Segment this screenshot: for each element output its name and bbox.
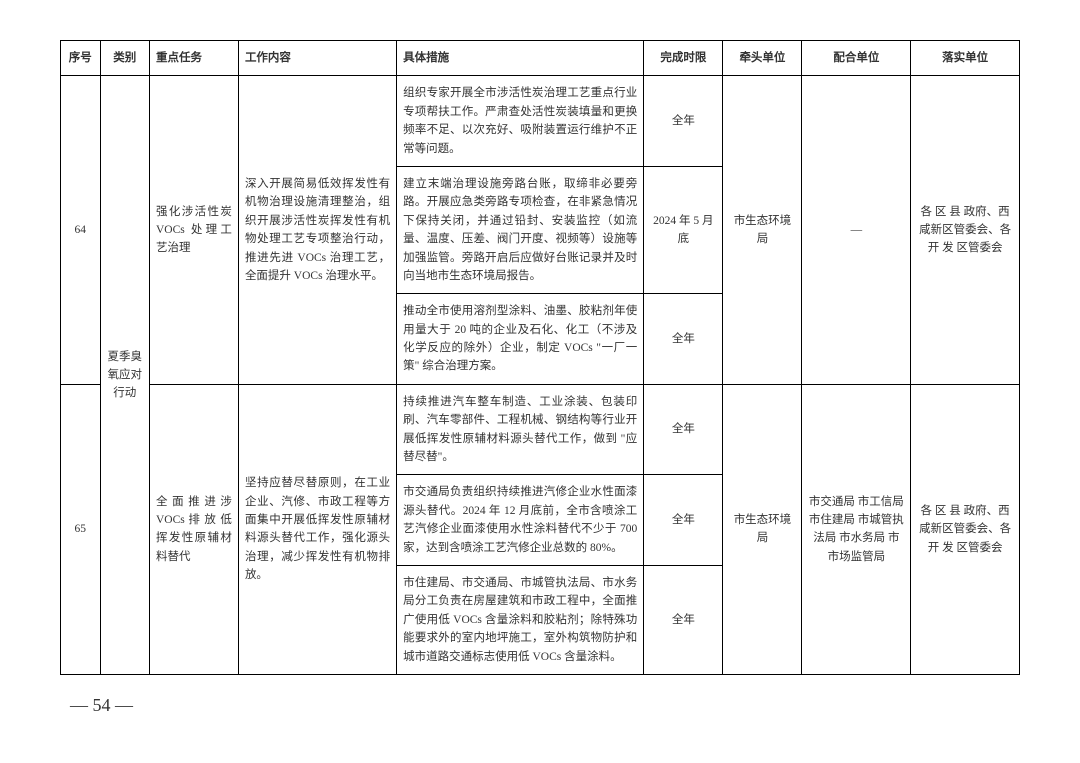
header-time: 完成时限 (644, 41, 723, 76)
time-64-3: 全年 (644, 294, 723, 385)
coop-64: — (802, 76, 911, 384)
measure-65-3: 市住建局、市交通局、市城管执法局、市水务局分工负责在房屋建筑和市政工程中，全面推… (397, 565, 644, 674)
header-seq: 序号 (61, 41, 101, 76)
lead-64: 市生态环境局 (723, 76, 802, 384)
header-lead: 牵头单位 (723, 41, 802, 76)
page-number: — 54 — (60, 695, 1020, 716)
seq-64: 64 (61, 76, 101, 384)
table-row: 64 夏季臭氧应对行动 强化涉活性炭 VOCs 处理工艺治理 深入开展简易低效挥… (61, 76, 1020, 167)
table-row: 65 全 面 推 进 涉 VOCs 排 放 低挥发性原辅材料替代 坚持应替尽替原… (61, 384, 1020, 475)
measure-65-1: 持续推进汽车整车制造、工业涂装、包装印刷、汽车零部件、工程机械、钢结构等行业开展… (397, 384, 644, 475)
content-65: 坚持应替尽替原则，在工业企业、汽修、市政工程等方面集中开展低挥发性原辅材料源头替… (238, 384, 396, 674)
header-measure: 具体措施 (397, 41, 644, 76)
time-64-1: 全年 (644, 76, 723, 167)
impl-65: 各 区 县 政府、西咸新区管委会、各 开 发 区管委会 (911, 384, 1020, 674)
time-65-3: 全年 (644, 565, 723, 674)
page-number-text: — 54 — (70, 695, 133, 716)
coop-65: 市交通局 市工信局 市住建局 市城管执法局 市水务局 市市场监管局 (802, 384, 911, 674)
measure-64-1: 组织专家开展全市涉活性炭治理工艺重点行业专项帮扶工作。严肃查处活性炭装填量和更换… (397, 76, 644, 167)
header-row: 序号 类别 重点任务 工作内容 具体措施 完成时限 牵头单位 配合单位 落实单位 (61, 41, 1020, 76)
header-coop: 配合单位 (802, 41, 911, 76)
task-64: 强化涉活性炭 VOCs 处理工艺治理 (149, 76, 238, 384)
measure-64-2: 建立末端治理设施旁路台账，取缔非必要旁路。开展应急类旁路专项检查，在非紧急情况下… (397, 166, 644, 293)
header-content: 工作内容 (238, 41, 396, 76)
task-65: 全 面 推 进 涉 VOCs 排 放 低挥发性原辅材料替代 (149, 384, 238, 674)
impl-64: 各 区 县 政府、西咸新区管委会、各 开 发 区管委会 (911, 76, 1020, 384)
content-64: 深入开展简易低效挥发性有机物治理设施清理整治，组织开展涉活性炭挥发性有机物处理工… (238, 76, 396, 384)
header-task: 重点任务 (149, 41, 238, 76)
time-65-1: 全年 (644, 384, 723, 475)
header-category: 类别 (100, 41, 149, 76)
seq-65: 65 (61, 384, 101, 674)
time-65-2: 全年 (644, 475, 723, 566)
measure-65-2: 市交通局负责组织持续推进汽修企业水性面漆源头替代。2024 年 12 月底前，全… (397, 475, 644, 566)
header-impl: 落实单位 (911, 41, 1020, 76)
time-64-2: 2024 年 5 月底 (644, 166, 723, 293)
category-cell: 夏季臭氧应对行动 (100, 76, 149, 675)
lead-65: 市生态环境局 (723, 384, 802, 674)
policy-table: 序号 类别 重点任务 工作内容 具体措施 完成时限 牵头单位 配合单位 落实单位… (60, 40, 1020, 675)
measure-64-3: 推动全市使用溶剂型涂料、油墨、胶粘剂年使用量大于 20 吨的企业及石化、化工（不… (397, 294, 644, 385)
